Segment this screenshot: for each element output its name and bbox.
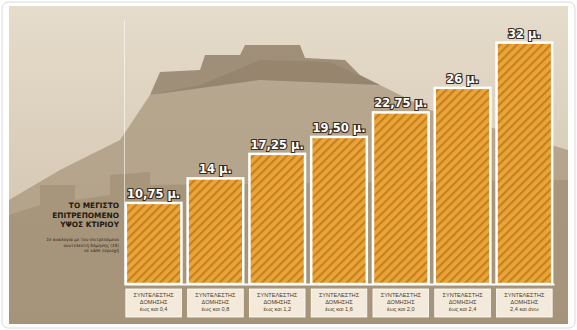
data-label: 14 μ. <box>199 162 232 176</box>
title-line: ΤΟ ΜΕΓΙΣΤΟ <box>69 201 119 210</box>
bar <box>311 137 367 284</box>
bar <box>126 203 182 284</box>
x-tick-label-line: έως και 0,8 <box>202 306 230 312</box>
outer-frame <box>2 2 575 328</box>
x-tick-label-line: ΔΟΜΗΣΗΣ <box>511 299 539 305</box>
x-tick-label: ΣΥΝΤΕΛΕΣΤΗΣΔΟΜΗΣΗΣέως και 2,4 <box>442 292 483 312</box>
y-axis <box>124 21 125 285</box>
x-label-box <box>188 289 244 317</box>
x-tick-label: ΣΥΝΤΕΛΕΣΤΗΣΔΟΜΗΣΗΣέως και 2,0 <box>381 292 422 312</box>
x-tick: ΣΥΝΤΕΛΕΣΤΗΣΔΟΜΗΣΗΣέως και 0,8 <box>188 284 244 317</box>
bar <box>373 112 429 284</box>
x-tick-label-line: ΣΥΝΤΕΛΕΣΤΗΣ <box>195 292 236 298</box>
x-tick-label-line: ΣΥΝΤΕΛΕΣΤΗΣ <box>381 292 422 298</box>
x-tick: ΣΥΝΤΕΛΕΣΤΗΣΔΟΜΗΣΗΣέως και 0,4 <box>126 284 182 317</box>
x-tick-label-line: ΣΥΝΤΕΛΕΣΤΗΣ <box>319 292 360 298</box>
title-line: ΥΨΟΣ ΚΤΙΡΙΟΥ <box>59 220 120 229</box>
x-tick: ΣΥΝΤΕΛΕΣΤΗΣΔΟΜΗΣΗΣέως και 1,6 <box>311 284 367 317</box>
x-label-box <box>435 289 491 317</box>
chart-svg: ΣΥΝΤΕΛΕΣΤΗΣΔΟΜΗΣΗΣέως και 0,4ΣΥΝΤΕΛΕΣΤΗΣ… <box>0 0 577 330</box>
x-tick-label-line: έως και 1,6 <box>325 306 353 312</box>
bar <box>249 154 305 284</box>
x-tick: ΣΥΝΤΕΛΕΣΤΗΣΔΟΜΗΣΗΣ2,4 και άνω <box>497 284 553 317</box>
background <box>9 6 568 324</box>
x-tick-label-line: ΣΥΝΤΕΛΕΣΤΗΣ <box>257 292 298 298</box>
x-tick-label-line: ΣΥΝΤΕΛΕΣΤΗΣ <box>134 292 175 298</box>
subtitle: Σε αναλογία με τον επιτρεπόμενοσυντελεστ… <box>46 237 119 253</box>
x-tick-label: ΣΥΝΤΕΛΕΣΤΗΣΔΟΜΗΣΗΣέως και 0,8 <box>195 292 236 312</box>
x-axis: ΣΥΝΤΕΛΕΣΤΗΣΔΟΜΗΣΗΣέως και 0,4ΣΥΝΤΕΛΕΣΤΗΣ… <box>125 284 555 317</box>
background-hill <box>9 60 568 324</box>
x-label-box <box>497 289 553 317</box>
x-tick-label-line: έως και 1,2 <box>263 306 291 312</box>
x-tick-label-line: έως και 0,4 <box>140 306 168 312</box>
title: ΤΟ ΜΕΓΙΣΤΟΕΠΙΤΡΕΠΟΜΕΝΟΥΨΟΣ ΚΤΙΡΙΟΥ <box>52 201 119 229</box>
data-label: 17,25 μ. <box>251 138 304 152</box>
x-tick-label-line: ΔΟΜΗΣΗΣ <box>263 299 291 305</box>
data-label: 10,75 μ. <box>127 187 180 201</box>
background-acropolis <box>150 45 380 95</box>
x-tick: ΣΥΝΤΕΛΕΣΤΗΣΔΟΜΗΣΗΣέως και 2,0 <box>373 284 429 317</box>
data-labels: 10,75 μ. 14 μ. 17,25 μ. 19,50 μ. 22,75 μ. 26 … <box>127 27 541 201</box>
bar <box>497 43 553 284</box>
x-label-box <box>373 289 429 317</box>
x-tick-label-line: ΔΟΜΗΣΗΣ <box>202 299 230 305</box>
chart-container: ΣΥΝΤΕΛΕΣΤΗΣΔΟΜΗΣΗΣέως και 0,4ΣΥΝΤΕΛΕΣΤΗΣ… <box>0 0 577 330</box>
data-label: 32 μ. <box>508 27 541 41</box>
x-tick-label: ΣΥΝΤΕΛΕΣΤΗΣΔΟΜΗΣΗΣ2,4 και άνω <box>504 292 545 312</box>
x-tick-label: ΣΥΝΤΕΛΕΣΤΗΣΔΟΜΗΣΗΣέως και 0,4 <box>134 292 175 312</box>
x-axis-line <box>125 284 555 286</box>
subtitle-line: συντελεστή δόμησης (Σδ) <box>63 243 119 248</box>
x-tick-label-line: ΔΟΜΗΣΗΣ <box>140 299 168 305</box>
data-label: 19,50 μ. <box>312 121 365 135</box>
data-label: 22,75 μ. <box>374 96 427 110</box>
background-sky <box>9 6 568 324</box>
bar <box>188 178 244 284</box>
x-tick-label: ΣΥΝΤΕΛΕΣΤΗΣΔΟΜΗΣΗΣέως και 1,6 <box>319 292 360 312</box>
subtitle-line: Σε αναλογία με τον επιτρεπόμενο <box>46 237 119 242</box>
x-tick-label: ΣΥΝΤΕΛΕΣΤΗΣΔΟΜΗΣΗΣέως και 1,2 <box>257 292 298 312</box>
x-tick-label-line: 2,4 και άνω <box>510 306 539 312</box>
x-tick: ΣΥΝΤΕΛΕΣΤΗΣΔΟΜΗΣΗΣέως και 2,4 <box>435 284 491 317</box>
x-tick-label-line: έως και 2,0 <box>387 306 415 312</box>
x-tick-label-line: ΔΟΜΗΣΗΣ <box>325 299 353 305</box>
x-label-box <box>126 289 182 317</box>
x-tick-label-line: ΔΟΜΗΣΗΣ <box>387 299 415 305</box>
x-tick-label-line: ΔΟΜΗΣΗΣ <box>449 299 477 305</box>
x-tick-label-line: ΣΥΝΤΕΛΕΣΤΗΣ <box>504 292 545 298</box>
title-line: ΕΠΙΤΡΕΠΟΜΕΝΟ <box>52 211 119 220</box>
x-tick-label-line: έως και 2,4 <box>449 306 477 312</box>
x-label-box <box>311 289 367 317</box>
bars <box>126 43 552 284</box>
x-tick-label-line: ΣΥΝΤΕΛΕΣΤΗΣ <box>442 292 483 298</box>
bar <box>435 88 491 284</box>
subtitle-line: σε κάθε περιοχή <box>84 248 119 253</box>
x-label-box <box>249 289 305 317</box>
data-label: 26 μ. <box>446 72 479 86</box>
x-tick: ΣΥΝΤΕΛΕΣΤΗΣΔΟΜΗΣΗΣέως και 1,2 <box>249 284 305 317</box>
y-axis-line <box>124 21 125 285</box>
